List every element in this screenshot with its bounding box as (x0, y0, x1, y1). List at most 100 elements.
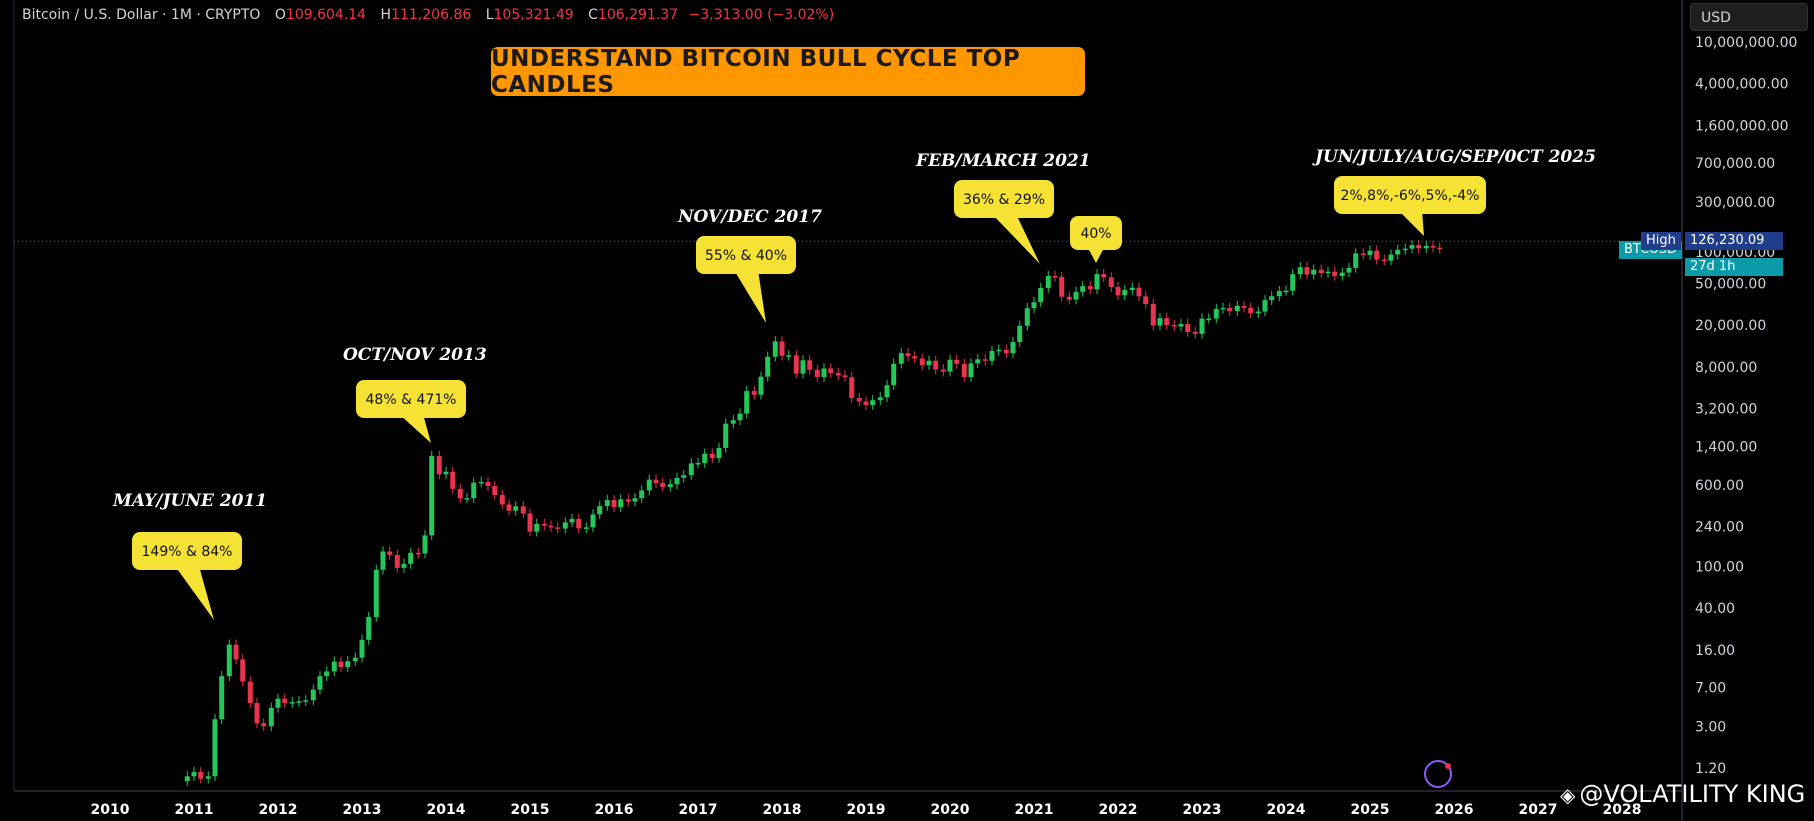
watermark-diamond-icon: ◈ (1560, 783, 1576, 807)
callout-text: 55% & 40% (705, 248, 787, 264)
candle-body (359, 639, 365, 658)
candle-body (1136, 287, 1142, 297)
y-tick-label: 16.00 (1695, 643, 1735, 659)
candle-body (772, 341, 778, 357)
candle-body (254, 702, 260, 724)
candle-body (828, 368, 834, 373)
candle-body (604, 500, 610, 507)
candle-body (1339, 272, 1345, 276)
y-tick-label: 8,000.00 (1695, 360, 1757, 376)
candle-body (786, 355, 792, 357)
candle-body (1241, 305, 1247, 308)
x-tick-label: 2021 (1015, 802, 1054, 818)
y-tick-label: 100.00 (1695, 560, 1744, 576)
x-tick-label: 2020 (931, 802, 970, 818)
candle-body (989, 350, 995, 361)
high-label: H (380, 7, 392, 23)
candle-body (1199, 318, 1205, 334)
candle-body (520, 506, 526, 514)
candle-body (653, 479, 659, 484)
candle-body (1017, 325, 1023, 343)
candle-body (947, 359, 953, 372)
candle-body (191, 771, 197, 777)
currency-button[interactable]: USD (1690, 3, 1808, 31)
candle-body (933, 360, 939, 370)
callout-box (356, 380, 466, 418)
close-value: 106,291.37 (597, 7, 679, 23)
candle-body (338, 661, 344, 668)
candle-body (443, 471, 449, 475)
high-tag-value: 126,230.09 (1685, 232, 1783, 250)
callout-box (1070, 216, 1122, 250)
candle-body (296, 701, 302, 703)
candle-body (842, 375, 848, 378)
candle-body (275, 698, 281, 708)
candle-body (737, 413, 743, 421)
high-value: 111,206.86 (391, 7, 472, 23)
x-tick-label: 2010 (91, 802, 130, 818)
candle-body (1192, 331, 1198, 334)
x-tick-label: 2018 (763, 802, 802, 818)
callout-text: 40% (1080, 226, 1111, 242)
y-tick-label: 10,000,000.00 (1695, 35, 1797, 51)
candle-body (1360, 253, 1366, 255)
y-tick-label: 240.00 (1695, 520, 1744, 536)
candle-body (618, 499, 624, 508)
candle-body (1318, 269, 1324, 274)
candle-body (1409, 245, 1415, 249)
tradingview-spark-icon (1424, 760, 1452, 788)
candle-body (1262, 300, 1268, 312)
candle-body (198, 771, 204, 779)
candle-body (415, 552, 421, 555)
candle-body (1374, 250, 1380, 260)
candle-body (968, 363, 974, 378)
candle-body (1304, 267, 1310, 275)
candle-body (471, 482, 477, 499)
y-tick-label: 1.20 (1695, 761, 1726, 777)
y-tick-label: 700,000.00 (1695, 156, 1775, 172)
candle-body (331, 661, 337, 672)
candle-body (268, 707, 274, 727)
candle-body (1010, 342, 1016, 354)
callout-pointer (992, 214, 1040, 264)
x-tick-label: 2024 (1267, 802, 1306, 818)
candle-body (282, 698, 288, 703)
candle-body (387, 551, 393, 555)
candle-body (429, 456, 435, 536)
candle-body (898, 353, 904, 364)
candle-body (1367, 250, 1373, 255)
candle-body (212, 719, 218, 777)
y-tick-label: 600.00 (1695, 478, 1744, 494)
y-tick-label: 50,000.00 (1695, 276, 1766, 292)
callout-text: 36% & 29% (963, 192, 1045, 208)
candle-body (688, 463, 694, 476)
candle-body (226, 644, 232, 677)
candle-body (793, 355, 799, 374)
ohlc-legend: Bitcoin / U.S. Dollar · 1M · CRYPTO O109… (22, 7, 834, 23)
y-tick-label: 3,200.00 (1695, 402, 1757, 418)
candle-body (380, 551, 386, 570)
candle-body (450, 471, 456, 489)
callout-pointer (1398, 210, 1424, 236)
candle-body (919, 358, 925, 366)
candle-body (457, 488, 463, 499)
candle-body (1108, 277, 1114, 287)
low-label: L (485, 7, 494, 23)
candle-body (289, 702, 295, 704)
candle-body (541, 523, 547, 526)
x-tick-label: 2023 (1183, 802, 1222, 818)
candle-body (247, 681, 253, 703)
callout-pointer (175, 566, 214, 620)
candle-body (1206, 318, 1212, 321)
candle-body (702, 453, 708, 463)
chart-gridlines (13, 0, 1683, 821)
change-value: −3,313.00 (−3.02%) (688, 7, 835, 23)
candle-body (1003, 349, 1009, 354)
candle-body (695, 462, 701, 465)
candle-body (716, 447, 722, 459)
candle-body (625, 499, 631, 502)
candle-body (436, 456, 442, 475)
candle-body (555, 527, 561, 529)
candle-body (744, 391, 750, 414)
